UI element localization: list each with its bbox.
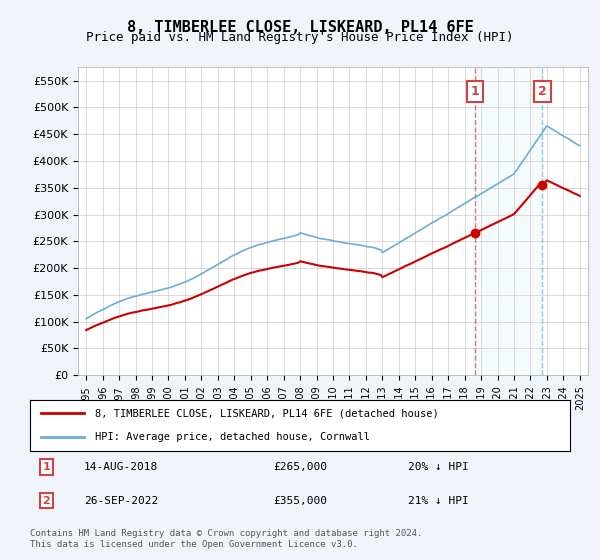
Text: 2: 2 — [538, 85, 547, 98]
Text: 8, TIMBERLEE CLOSE, LISKEARD, PL14 6FE: 8, TIMBERLEE CLOSE, LISKEARD, PL14 6FE — [127, 20, 473, 35]
Text: 14-AUG-2018: 14-AUG-2018 — [84, 462, 158, 472]
Text: 21% ↓ HPI: 21% ↓ HPI — [408, 496, 469, 506]
Text: Price paid vs. HM Land Registry's House Price Index (HPI): Price paid vs. HM Land Registry's House … — [86, 31, 514, 44]
Text: 1: 1 — [470, 85, 479, 98]
Text: 20% ↓ HPI: 20% ↓ HPI — [408, 462, 469, 472]
Text: 8, TIMBERLEE CLOSE, LISKEARD, PL14 6FE (detached house): 8, TIMBERLEE CLOSE, LISKEARD, PL14 6FE (… — [95, 408, 439, 418]
Bar — [475, 67, 542, 375]
Text: HPI: Average price, detached house, Cornwall: HPI: Average price, detached house, Corn… — [95, 432, 370, 442]
Text: 2: 2 — [43, 496, 50, 506]
Text: £355,000: £355,000 — [273, 496, 327, 506]
Text: Contains HM Land Registry data © Crown copyright and database right 2024.
This d: Contains HM Land Registry data © Crown c… — [30, 529, 422, 549]
Text: 1: 1 — [43, 462, 50, 472]
Text: 26-SEP-2022: 26-SEP-2022 — [84, 496, 158, 506]
Text: £265,000: £265,000 — [273, 462, 327, 472]
